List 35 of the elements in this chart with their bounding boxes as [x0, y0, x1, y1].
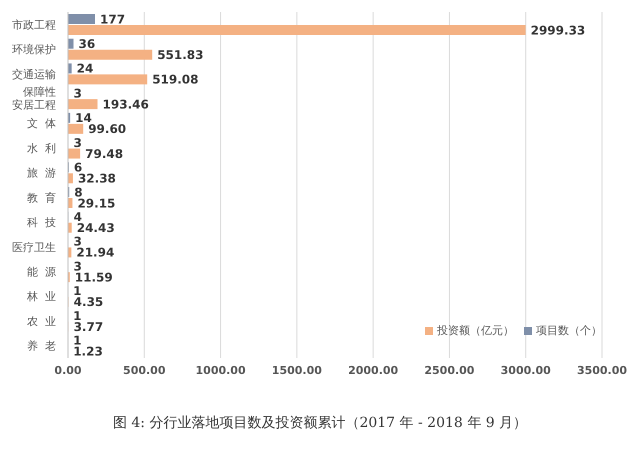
y-tick-label: 旅 游 [27, 166, 56, 180]
x-tick-label: 500.00 [123, 364, 166, 377]
data-label: 193.46 [102, 97, 149, 112]
legend-label: 项目数（个） [536, 324, 602, 337]
data-label: 79.48 [85, 146, 124, 161]
data-label: 3 [73, 136, 82, 150]
y-tick-label: 林 业 [26, 290, 56, 304]
x-tick-label: 3000.00 [500, 364, 552, 377]
y-tick-label: 农 业 [27, 314, 56, 328]
y-tick-label: 养 老 [27, 340, 56, 353]
x-tick-label: 2500.00 [424, 364, 475, 377]
y-tick-label: 文 体 [27, 117, 56, 130]
y-tick-label: 环境保护 [12, 43, 56, 56]
data-label: 3 [73, 86, 82, 100]
data-label: 24 [76, 62, 94, 76]
y-tick-label: 教 育 [27, 191, 56, 204]
data-label: 36 [78, 36, 96, 51]
data-label: 2999.33 [530, 23, 586, 38]
x-tick-label: 2000.00 [348, 364, 399, 377]
y-tick-label: 保障性安居工程 [12, 86, 56, 112]
y-tick-label: 交通运输 [12, 68, 56, 81]
x-tick-label: 1500.00 [272, 364, 322, 377]
x-tick-label: 3500.00 [576, 364, 628, 377]
y-tick-label: 水 利 [27, 142, 56, 155]
y-tick-label: 医疗卫生 [12, 240, 56, 254]
y-tick-label: 能 源 [27, 266, 56, 278]
y-tick-label: 科 技 [27, 216, 56, 230]
y-tick-label: 市政工程 [12, 18, 56, 32]
x-tick-label: 0.00 [54, 364, 82, 377]
legend-label: 投资额（亿元） [437, 324, 514, 337]
x-tick-label: 1000.00 [196, 364, 246, 377]
data-label: 519.08 [152, 72, 199, 87]
data-label: 551.83 [157, 48, 204, 62]
text: 图 4: 分行业落地项目数及投资额累计（2017 年 - 2018 年 9 月） [112, 414, 528, 432]
data-label: 177 [100, 12, 126, 26]
